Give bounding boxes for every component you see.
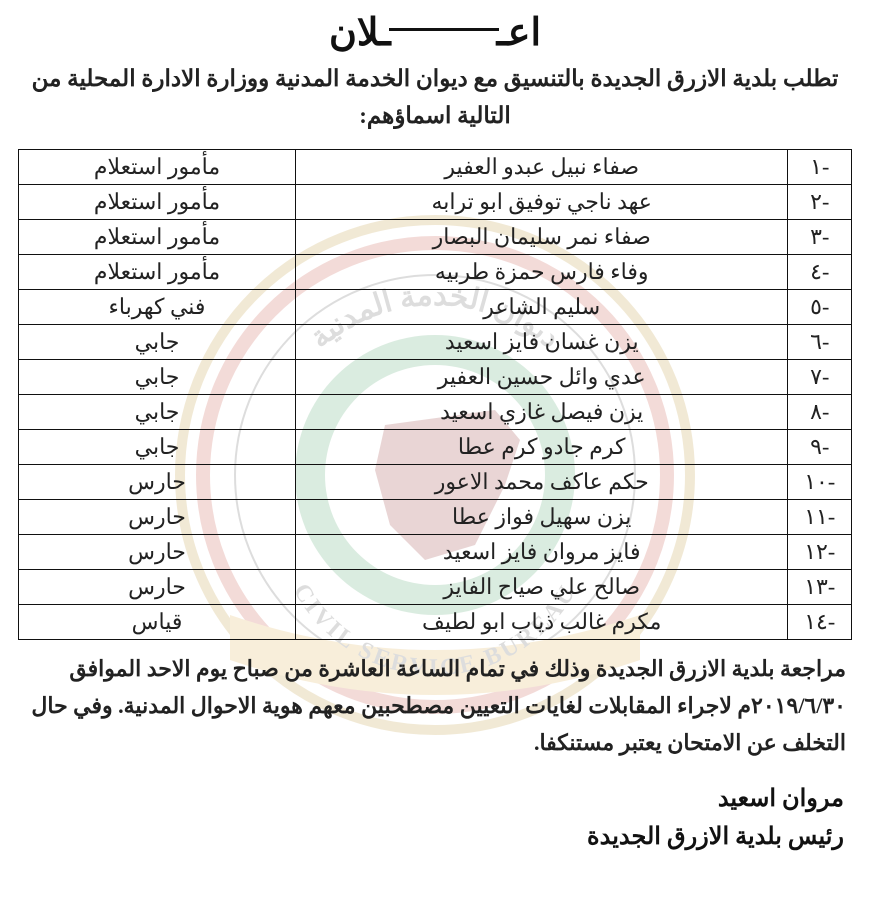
row-name: حكم عاكف محمد الاعور bbox=[296, 464, 788, 499]
title-prefix: اعـ bbox=[497, 12, 541, 54]
row-position: جابي bbox=[19, 324, 296, 359]
table-row: ٩-كرم جادو كرم عطاجابي bbox=[19, 429, 852, 464]
row-position: مأمور استعلام bbox=[19, 184, 296, 219]
row-index: ٨- bbox=[788, 394, 852, 429]
table-row: ١٠-حكم عاكف محمد الاعورحارس bbox=[19, 464, 852, 499]
row-index: ١٠- bbox=[788, 464, 852, 499]
row-name: يزن سهيل فواز عطا bbox=[296, 499, 788, 534]
row-name: سليم الشاعر bbox=[296, 289, 788, 324]
row-name: عهد ناجي توفيق ابو ترابه bbox=[296, 184, 788, 219]
row-index: ١٣- bbox=[788, 569, 852, 604]
row-name: صفاء نمر سليمان البصار bbox=[296, 219, 788, 254]
row-position: فني كهرباء bbox=[19, 289, 296, 324]
signature-name: مروان اسعيد bbox=[26, 780, 844, 818]
row-index: ٩- bbox=[788, 429, 852, 464]
row-position: حارس bbox=[19, 499, 296, 534]
row-position: جابي bbox=[19, 394, 296, 429]
announcement-title: اعـ ـلان bbox=[18, 10, 852, 55]
row-index: ٣- bbox=[788, 219, 852, 254]
row-name: يزن فيصل غازي اسعيد bbox=[296, 394, 788, 429]
row-name: صفاء نبيل عبدو العفير bbox=[296, 149, 788, 184]
row-position: قياس bbox=[19, 604, 296, 639]
table-row: ١٤-مكرم غالب ذياب ابو لطيفقياس bbox=[19, 604, 852, 639]
row-position: مأمور استعلام bbox=[19, 149, 296, 184]
row-index: ١٤- bbox=[788, 604, 852, 639]
table-row: ١-صفاء نبيل عبدو العفيرمأمور استعلام bbox=[19, 149, 852, 184]
row-name: كرم جادو كرم عطا bbox=[296, 429, 788, 464]
signature-block: مروان اسعيد رئيس بلدية الازرق الجديدة bbox=[26, 780, 844, 857]
row-index: ١١- bbox=[788, 499, 852, 534]
row-name: يزن غسان فايز اسعيد bbox=[296, 324, 788, 359]
table-row: ٦-يزن غسان فايز اسعيدجابي bbox=[19, 324, 852, 359]
table-row: ١١-يزن سهيل فواز عطاحارس bbox=[19, 499, 852, 534]
intro-paragraph: تطلب بلدية الازرق الجديدة بالتنسيق مع دي… bbox=[26, 61, 844, 135]
title-suffix: ـلان bbox=[329, 12, 391, 54]
row-position: حارس bbox=[19, 464, 296, 499]
row-index: ٧- bbox=[788, 359, 852, 394]
row-name: عدي وائل حسين العفير bbox=[296, 359, 788, 394]
footer-paragraph: مراجعة بلدية الازرق الجديدة وذلك في تمام… bbox=[24, 650, 846, 762]
title-extension-line bbox=[389, 28, 499, 31]
row-index: ١- bbox=[788, 149, 852, 184]
row-index: ٦- bbox=[788, 324, 852, 359]
table-row: ٤-وفاء فارس حمزة طربيهمأمور استعلام bbox=[19, 254, 852, 289]
table-row: ٧-عدي وائل حسين العفيرجابي bbox=[19, 359, 852, 394]
table-row: ٣-صفاء نمر سليمان البصارمأمور استعلام bbox=[19, 219, 852, 254]
row-name: مكرم غالب ذياب ابو لطيف bbox=[296, 604, 788, 639]
row-position: مأمور استعلام bbox=[19, 254, 296, 289]
row-index: ٥- bbox=[788, 289, 852, 324]
row-index: ١٢- bbox=[788, 534, 852, 569]
table-row: ٥-سليم الشاعرفني كهرباء bbox=[19, 289, 852, 324]
row-index: ٢- bbox=[788, 184, 852, 219]
table-row: ١٢-فايز مروان فايز اسعيدحارس bbox=[19, 534, 852, 569]
row-name: فايز مروان فايز اسعيد bbox=[296, 534, 788, 569]
table-row: ٨-يزن فيصل غازي اسعيدجابي bbox=[19, 394, 852, 429]
table-row: ٢-عهد ناجي توفيق ابو ترابهمأمور استعلام bbox=[19, 184, 852, 219]
row-name: صالح علي صياح الفايز bbox=[296, 569, 788, 604]
row-name: وفاء فارس حمزة طربيه bbox=[296, 254, 788, 289]
signature-title: رئيس بلدية الازرق الجديدة bbox=[26, 818, 844, 856]
row-position: حارس bbox=[19, 534, 296, 569]
names-table: ١-صفاء نبيل عبدو العفيرمأمور استعلام٢-عه… bbox=[18, 149, 852, 640]
row-position: جابي bbox=[19, 429, 296, 464]
row-position: حارس bbox=[19, 569, 296, 604]
row-position: مأمور استعلام bbox=[19, 219, 296, 254]
row-index: ٤- bbox=[788, 254, 852, 289]
table-row: ١٣-صالح علي صياح الفايزحارس bbox=[19, 569, 852, 604]
row-position: جابي bbox=[19, 359, 296, 394]
